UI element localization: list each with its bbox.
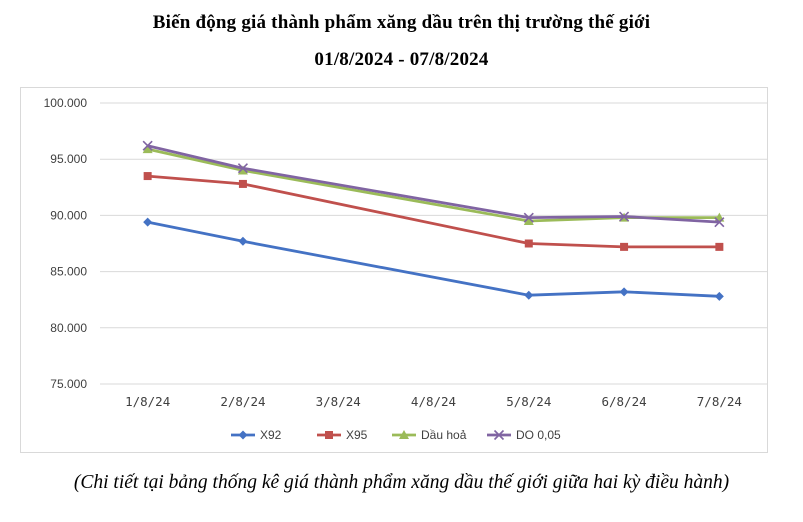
- data-point: [143, 217, 153, 227]
- legend-label: Dầu hoả: [421, 428, 467, 442]
- x-tick-label: 2/8/24: [220, 394, 265, 409]
- line-chart: 75.000 80.000 85.000 90.000 95.000 100.000 1/8…: [44, 96, 767, 442]
- data-point: [143, 172, 152, 181]
- data-point: [238, 236, 248, 246]
- data-point: [523, 212, 534, 223]
- data-point: [619, 211, 630, 222]
- data-point: [238, 179, 247, 188]
- data-point: [142, 140, 153, 151]
- y-tick-label: 100.000: [44, 96, 88, 110]
- x-tick-label: 7/8/24: [697, 394, 742, 409]
- data-point: [620, 242, 629, 251]
- legend-label: DO 0,05: [516, 428, 561, 442]
- y-tick-label: 95.000: [50, 152, 87, 166]
- legend-label: X95: [346, 428, 368, 442]
- y-tick-label: 85.000: [50, 265, 87, 279]
- x-tick-label: 4/8/24: [411, 394, 456, 409]
- legend-marker: [399, 430, 409, 439]
- series-line-2: [147, 174, 720, 249]
- x-tick-label: 1/8/24: [125, 394, 170, 409]
- data-point: [237, 163, 248, 174]
- data-point: [714, 291, 724, 301]
- y-tick-label: 75.000: [50, 377, 87, 391]
- data-point: [523, 216, 534, 226]
- caption: (Chi tiết tại bảng thống kê giá thành ph…: [73, 472, 730, 493]
- legend-marker: [238, 430, 248, 440]
- data-point: [237, 165, 248, 175]
- data-point: [524, 290, 534, 300]
- data-point: [524, 239, 533, 248]
- y-tick-label: 90.000: [50, 208, 87, 222]
- chart-subtitle: 01/8/2024 - 07/8/2024: [314, 49, 489, 70]
- legend-marker: [493, 429, 505, 441]
- data-point: [715, 242, 724, 251]
- y-tick-label: 80.000: [50, 321, 87, 335]
- data-point: [142, 144, 153, 154]
- chart-title: Biến động giá thành phẩm xăng dầu trên t…: [152, 12, 651, 33]
- x-tick-label: 5/8/24: [506, 394, 551, 409]
- series-line-3: [147, 147, 720, 223]
- chart-area: 75.000 80.000 85.000 90.000 95.000 100.000 1/8…: [20, 87, 768, 453]
- x-tick-label: 6/8/24: [601, 394, 646, 409]
- legend-marker: [325, 431, 333, 439]
- legend-label: X92: [260, 428, 282, 442]
- data-point: [619, 287, 629, 297]
- x-tick-label: 3/8/24: [316, 394, 361, 409]
- data-point: [714, 217, 725, 228]
- series-line-1: [147, 220, 720, 298]
